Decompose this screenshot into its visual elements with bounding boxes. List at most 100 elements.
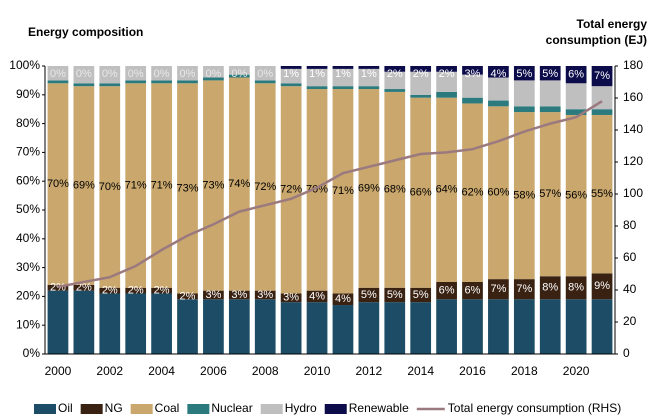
data-label: 7% — [490, 283, 506, 295]
data-label: 58% — [513, 190, 535, 202]
bar-segment — [228, 299, 250, 354]
bar-segment — [410, 302, 432, 354]
data-label: 55% — [591, 188, 613, 200]
bar-segment — [539, 276, 561, 300]
y-tick-label: 10% — [16, 317, 40, 331]
bar-segment — [539, 106, 561, 113]
data-label: 3% — [283, 292, 299, 304]
x-tick-label: 2018 — [511, 364, 538, 378]
legend-label: Hydro — [285, 401, 317, 415]
data-label: 3% — [465, 68, 481, 80]
bar-segment — [410, 97, 432, 288]
data-label: 5% — [361, 289, 377, 301]
line-series — [57, 100, 603, 289]
bar-segment — [513, 66, 535, 81]
y2-tick-label: 40 — [623, 282, 637, 296]
bar-segment — [513, 112, 535, 280]
bar-segment — [228, 66, 250, 75]
data-label: 6% — [439, 285, 455, 297]
data-label: 0% — [128, 68, 144, 80]
y-tick-label: 60% — [16, 173, 40, 187]
data-label: 62% — [461, 187, 483, 199]
data-label: 68% — [384, 184, 406, 196]
bar-segment — [591, 299, 613, 354]
bar-segment — [358, 68, 380, 87]
legend-swatch — [260, 404, 283, 414]
data-label: 3% — [231, 289, 247, 301]
y2-axis-title: Total energy consumption (EJ) — [545, 17, 647, 47]
bar-segment — [177, 299, 198, 354]
data-label: 70% — [47, 178, 69, 190]
bar-segment — [125, 80, 147, 84]
data-label: 73% — [202, 179, 224, 191]
bar-segment — [125, 287, 147, 294]
bar-segment — [539, 66, 561, 81]
data-label: 74% — [228, 178, 250, 190]
bar-segment — [203, 290, 224, 300]
legend-label: Coal — [155, 401, 180, 415]
legend-label: NG — [105, 401, 123, 415]
bar-segment — [254, 80, 276, 84]
data-label: 72% — [280, 184, 302, 196]
x-tick-label: 2002 — [96, 364, 123, 378]
x-tick-label: 2012 — [356, 364, 383, 378]
y-tick-label: 80% — [16, 116, 40, 130]
data-label: 4% — [309, 290, 325, 302]
legend-label: Renewable — [349, 401, 409, 415]
data-label: 8% — [542, 282, 558, 294]
data-label: 5% — [413, 289, 429, 301]
data-label: 2% — [154, 285, 170, 297]
bar-segment — [358, 287, 380, 303]
bar-segment — [384, 89, 406, 92]
legend-swatch — [34, 404, 56, 414]
data-label: 2% — [50, 282, 66, 294]
bar-segment — [151, 66, 172, 81]
y2-tick-label: 140 — [623, 122, 643, 136]
data-label: 72% — [254, 181, 276, 193]
bar-segment — [280, 302, 302, 354]
bar-segment — [203, 77, 224, 81]
data-label: 2% — [102, 285, 118, 297]
bar-segment — [565, 276, 587, 300]
bar-segment — [125, 83, 147, 288]
bar-segment — [254, 290, 276, 300]
bar-segment — [539, 112, 561, 277]
data-label: 2% — [413, 68, 429, 80]
data-label: 2% — [128, 285, 144, 297]
data-label: 2% — [76, 282, 92, 294]
data-label: 0% — [231, 68, 247, 80]
y2-tick-label: 0 — [623, 346, 630, 360]
bar-segment — [462, 299, 483, 354]
y2-tick-label: 20 — [623, 314, 637, 328]
data-label: 1% — [309, 68, 325, 80]
bar-segment — [99, 293, 121, 354]
data-label: 0% — [205, 68, 221, 80]
bar-segment — [332, 68, 354, 87]
bar-segment — [488, 100, 509, 107]
bar-segment — [565, 83, 587, 110]
bar-segment — [436, 299, 457, 354]
data-label: 0% — [154, 68, 170, 80]
bar-segment — [358, 302, 380, 354]
data-label: 70% — [99, 181, 121, 193]
data-label: 6% — [465, 285, 481, 297]
y2-tick-label: 160 — [623, 90, 643, 104]
bar-segment — [306, 290, 328, 303]
bar-segment — [47, 66, 69, 81]
data-label: 66% — [410, 187, 432, 199]
x-tick-label: 2004 — [148, 364, 175, 378]
data-label: 6% — [568, 69, 584, 81]
bar-segment — [254, 83, 276, 291]
bar-segment — [462, 74, 483, 98]
data-label: 1% — [283, 68, 299, 80]
bar-segment — [151, 80, 172, 84]
bar-segment — [125, 66, 147, 81]
bar-segment — [462, 282, 483, 300]
bar-segment — [436, 66, 457, 72]
bar-segment — [565, 66, 587, 84]
x-tick-label: 2010 — [304, 364, 331, 378]
bar-segment — [384, 91, 406, 288]
bar-segment — [99, 83, 121, 87]
data-label: 69% — [73, 179, 95, 191]
